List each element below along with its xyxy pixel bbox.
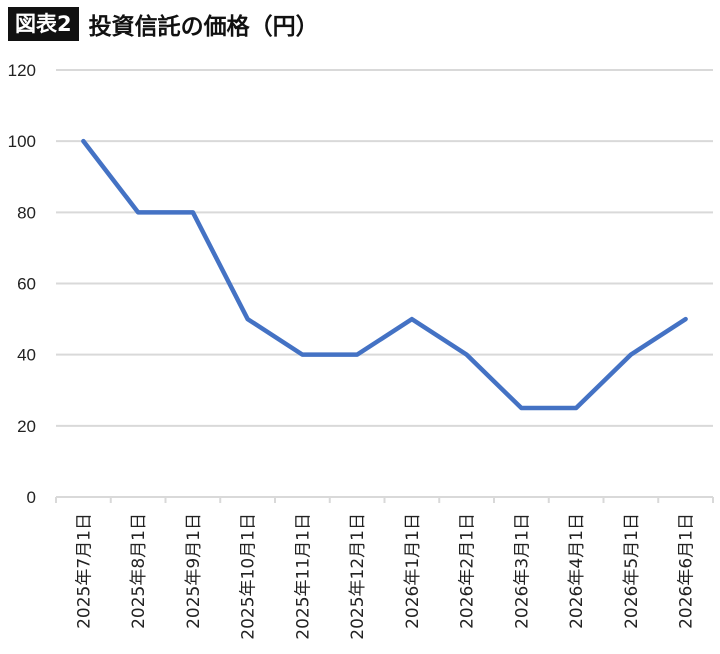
x-tick-label: 2026年4月1日 <box>567 513 587 629</box>
x-tick-label: 2026年2月1日 <box>458 513 478 629</box>
x-tick-label: 2025年10月1日 <box>239 513 259 640</box>
y-tick-label: 100 <box>8 132 36 151</box>
y-axis-ticks: 0 20 40 60 80 100 120 <box>8 61 36 507</box>
x-tick-label: 2026年3月1日 <box>512 513 532 629</box>
y-tick-label: 80 <box>17 203 36 222</box>
x-tick-label: 2025年12月1日 <box>348 513 368 640</box>
y-tick-label: 0 <box>27 488 36 507</box>
y-tick-label: 40 <box>17 346 36 365</box>
x-tick-label: 2025年8月1日 <box>129 513 149 629</box>
y-tick-label: 60 <box>17 275 36 294</box>
x-tick-label: 2026年6月1日 <box>677 513 697 629</box>
y-tick-label: 20 <box>17 417 36 436</box>
gridlines <box>55 69 714 503</box>
series-layer <box>81 138 688 411</box>
figure-number-badge: 図表2 <box>8 7 79 41</box>
series-line <box>81 138 688 411</box>
x-tick-label: 2026年5月1日 <box>622 513 642 629</box>
x-tick-label: 2025年9月1日 <box>184 513 204 629</box>
x-tick-label: 2026年1月1日 <box>403 513 423 629</box>
chart-header: 図表2 投資信託の価格（円） <box>8 6 319 42</box>
chart-title: 投資信託の価格（円） <box>88 14 319 40</box>
y-tick-label: 120 <box>8 61 36 80</box>
x-axis-ticks: 2025年7月1日 2025年8月1日 2025年9月1日 2025年10月1日 202… <box>74 513 696 640</box>
x-tick-label: 2025年11月1日 <box>293 513 313 640</box>
x-tick-label: 2025年7月1日 <box>74 513 94 629</box>
